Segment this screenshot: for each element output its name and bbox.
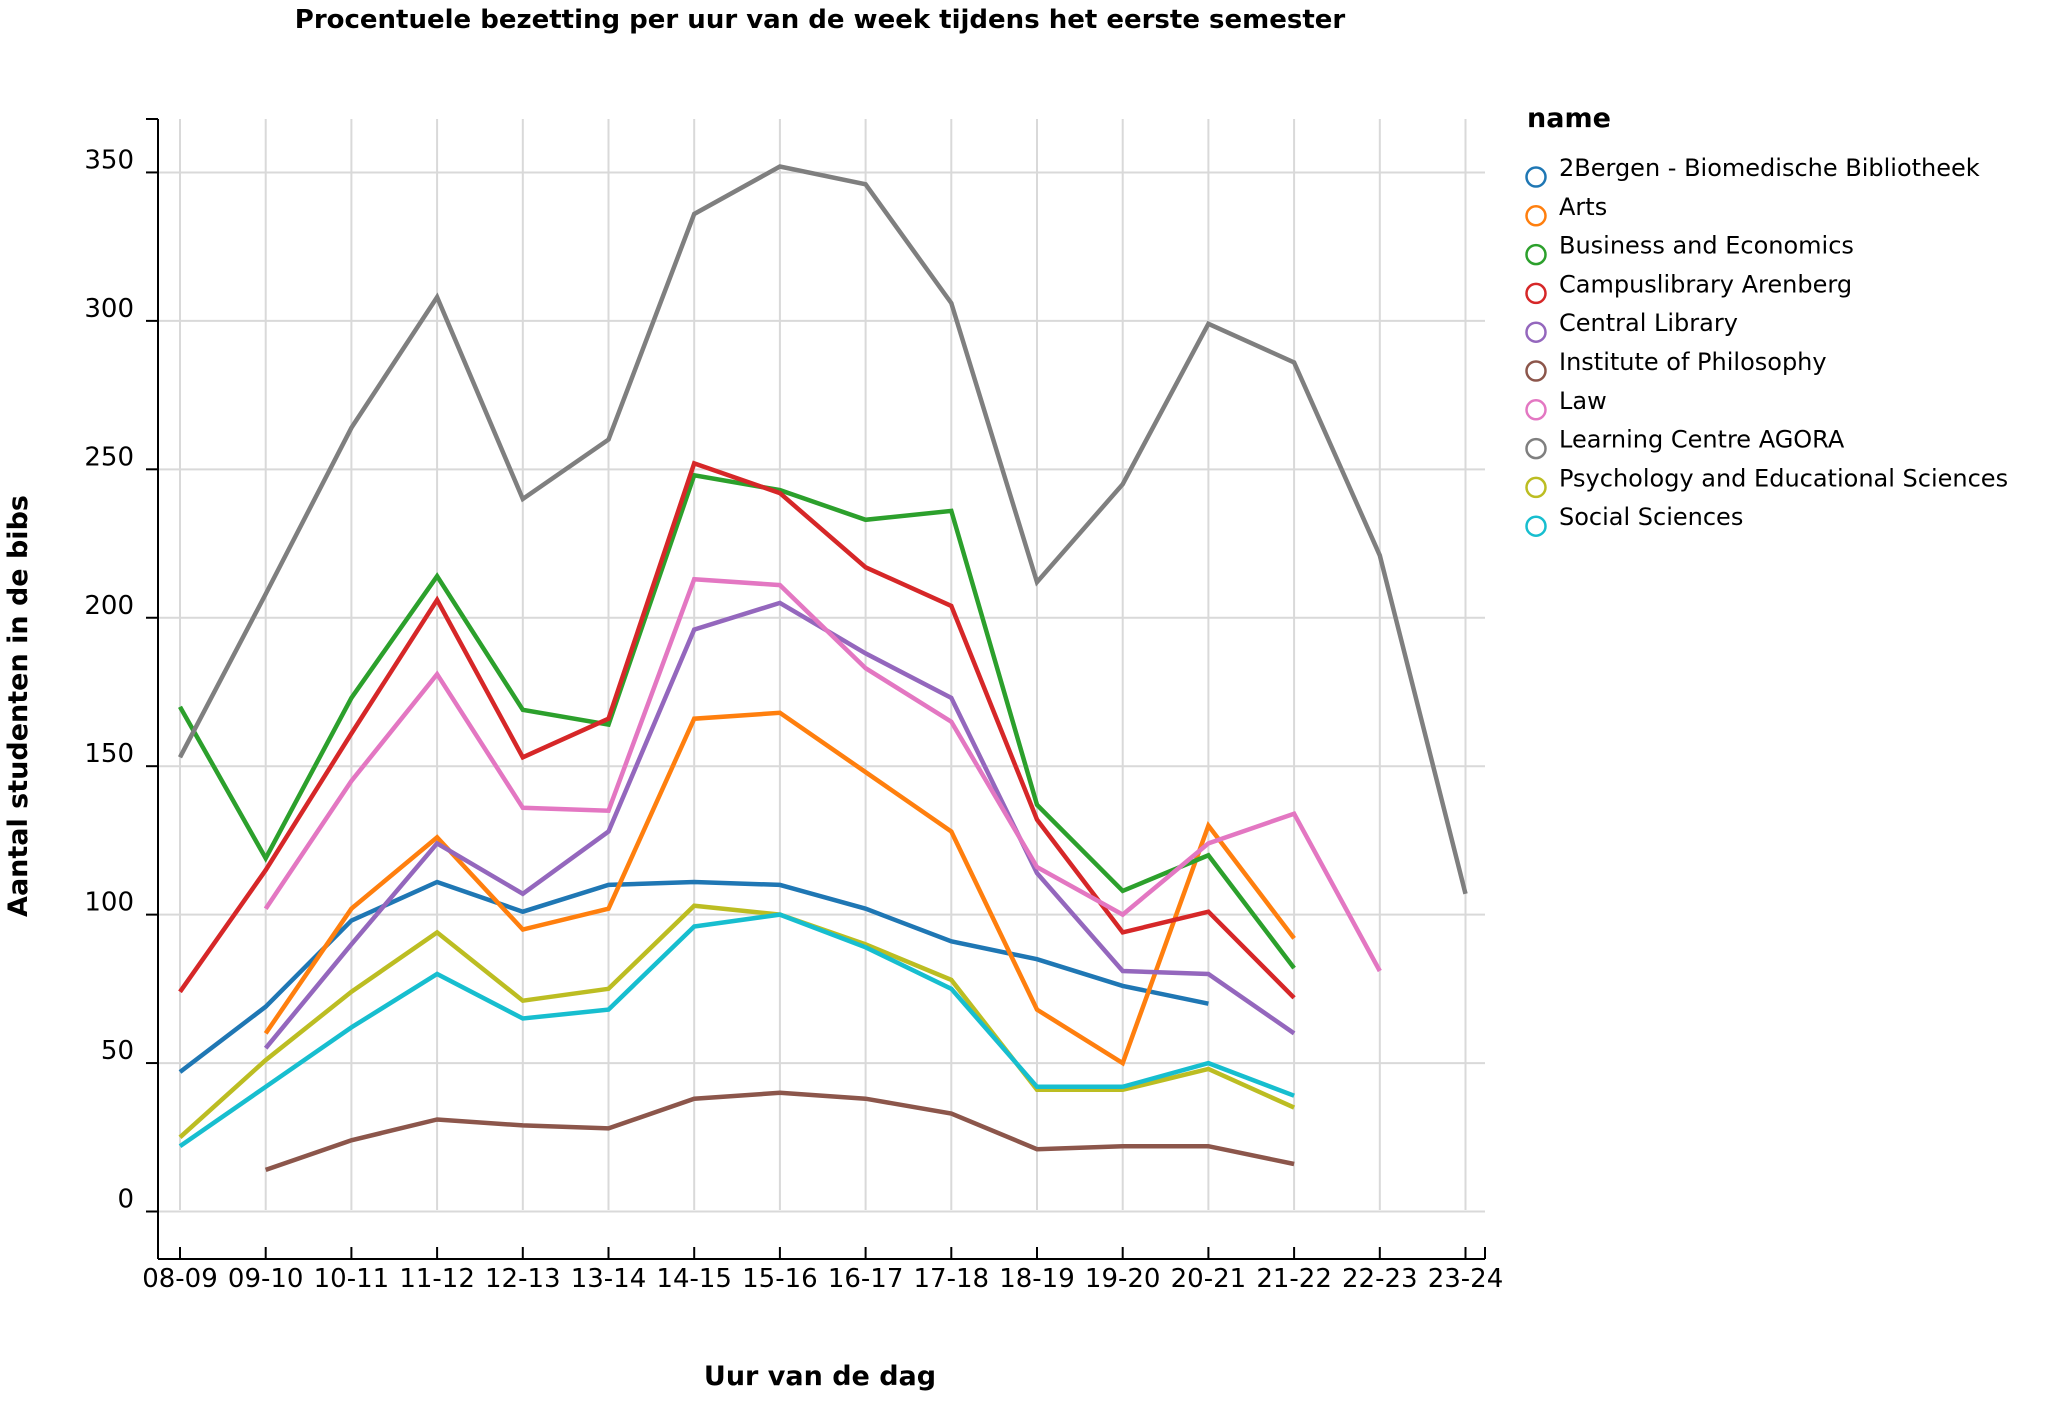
x-tick-label: 20-21	[1171, 1264, 1247, 1294]
legend-marker	[1525, 360, 1547, 382]
y-tick-label: 150	[84, 739, 134, 769]
legend-marker	[1525, 515, 1547, 537]
legend-label: Law	[1559, 387, 1607, 415]
x-tick-label: 21-22	[1256, 1264, 1332, 1294]
x-tick-label: 09-10	[228, 1264, 304, 1294]
grid	[158, 119, 1485, 1213]
x-tick-label: 23-24	[1428, 1264, 1504, 1294]
x-tick-label: 12-13	[485, 1264, 561, 1294]
y-tick-label: 300	[84, 294, 134, 324]
x-tick-label: 17-18	[914, 1264, 990, 1294]
x-tick-label: 16-17	[828, 1264, 904, 1294]
x-tick-label: 14-15	[656, 1264, 732, 1294]
y-tick-label: 200	[84, 591, 134, 621]
series-line	[178, 164, 1468, 895]
legend-label: 2Bergen - Biomedische Bibliotheek	[1559, 154, 1980, 182]
legend-label: Central Library	[1559, 309, 1738, 337]
x-tick-label: 11-12	[399, 1264, 475, 1294]
legend-marker	[1525, 476, 1547, 499]
y-tick-label: 350	[84, 145, 134, 175]
legend: name 2Bergen - Biomedische Bibliotheek Ar…	[1525, 103, 2008, 537]
legend-marker	[1525, 282, 1547, 305]
series-line	[178, 472, 1296, 970]
chart-title: Procentuele bezetting per uur van de wee…	[295, 5, 1346, 35]
series-line	[178, 879, 1209, 1074]
series-line	[263, 710, 1296, 1067]
y-tick-label: 0	[117, 1185, 134, 1215]
legend-marker	[1525, 399, 1547, 421]
series-line	[178, 460, 1296, 1000]
legend-marker	[1525, 205, 1547, 227]
series-line	[178, 912, 1295, 1149]
legend-label: Learning Centre AGORA	[1559, 426, 1845, 454]
legend-label: Social Sciences	[1559, 503, 1743, 531]
x-tick-label: 08-09	[142, 1264, 218, 1294]
x-tick-label: 13-14	[571, 1264, 647, 1294]
legend-label: Psychology and Educational Sciences	[1559, 464, 2008, 492]
legend-marker	[1525, 437, 1547, 460]
x-tick-label: 10-11	[314, 1264, 390, 1294]
series-line	[263, 576, 1382, 973]
legend-marker	[1525, 243, 1547, 266]
x-axis-title: Uur van de dag	[704, 1361, 936, 1392]
legend-marker	[1525, 321, 1547, 343]
legend-label: Campuslibrary Arenberg	[1559, 270, 1852, 298]
axes: 0 50 100 150 200 250 300 350 08-09 09-10 10-11 11-1…	[84, 118, 1504, 1294]
legend-marker	[1525, 166, 1547, 188]
y-tick-label: 50	[101, 1036, 134, 1066]
x-tick-label: 18-19	[999, 1264, 1075, 1294]
y-axis-title: Aantal studenten in de bibs	[3, 495, 34, 917]
y-tick-label: 250	[84, 442, 134, 472]
x-tick-label: 22-23	[1342, 1264, 1418, 1294]
series-line	[178, 903, 1296, 1139]
series-line	[263, 600, 1296, 1050]
legend-label: Arts	[1559, 193, 1607, 221]
x-tick-label: 19-20	[1085, 1264, 1161, 1294]
legend-label: Institute of Philosophy	[1559, 348, 1827, 376]
series-lines	[178, 164, 1468, 1173]
legend-label: Business and Economics	[1559, 232, 1854, 260]
series-line	[264, 1090, 1295, 1173]
legend-title: name	[1527, 103, 1611, 134]
y-tick-label: 100	[84, 888, 134, 918]
x-tick-label: 15-16	[742, 1264, 818, 1294]
